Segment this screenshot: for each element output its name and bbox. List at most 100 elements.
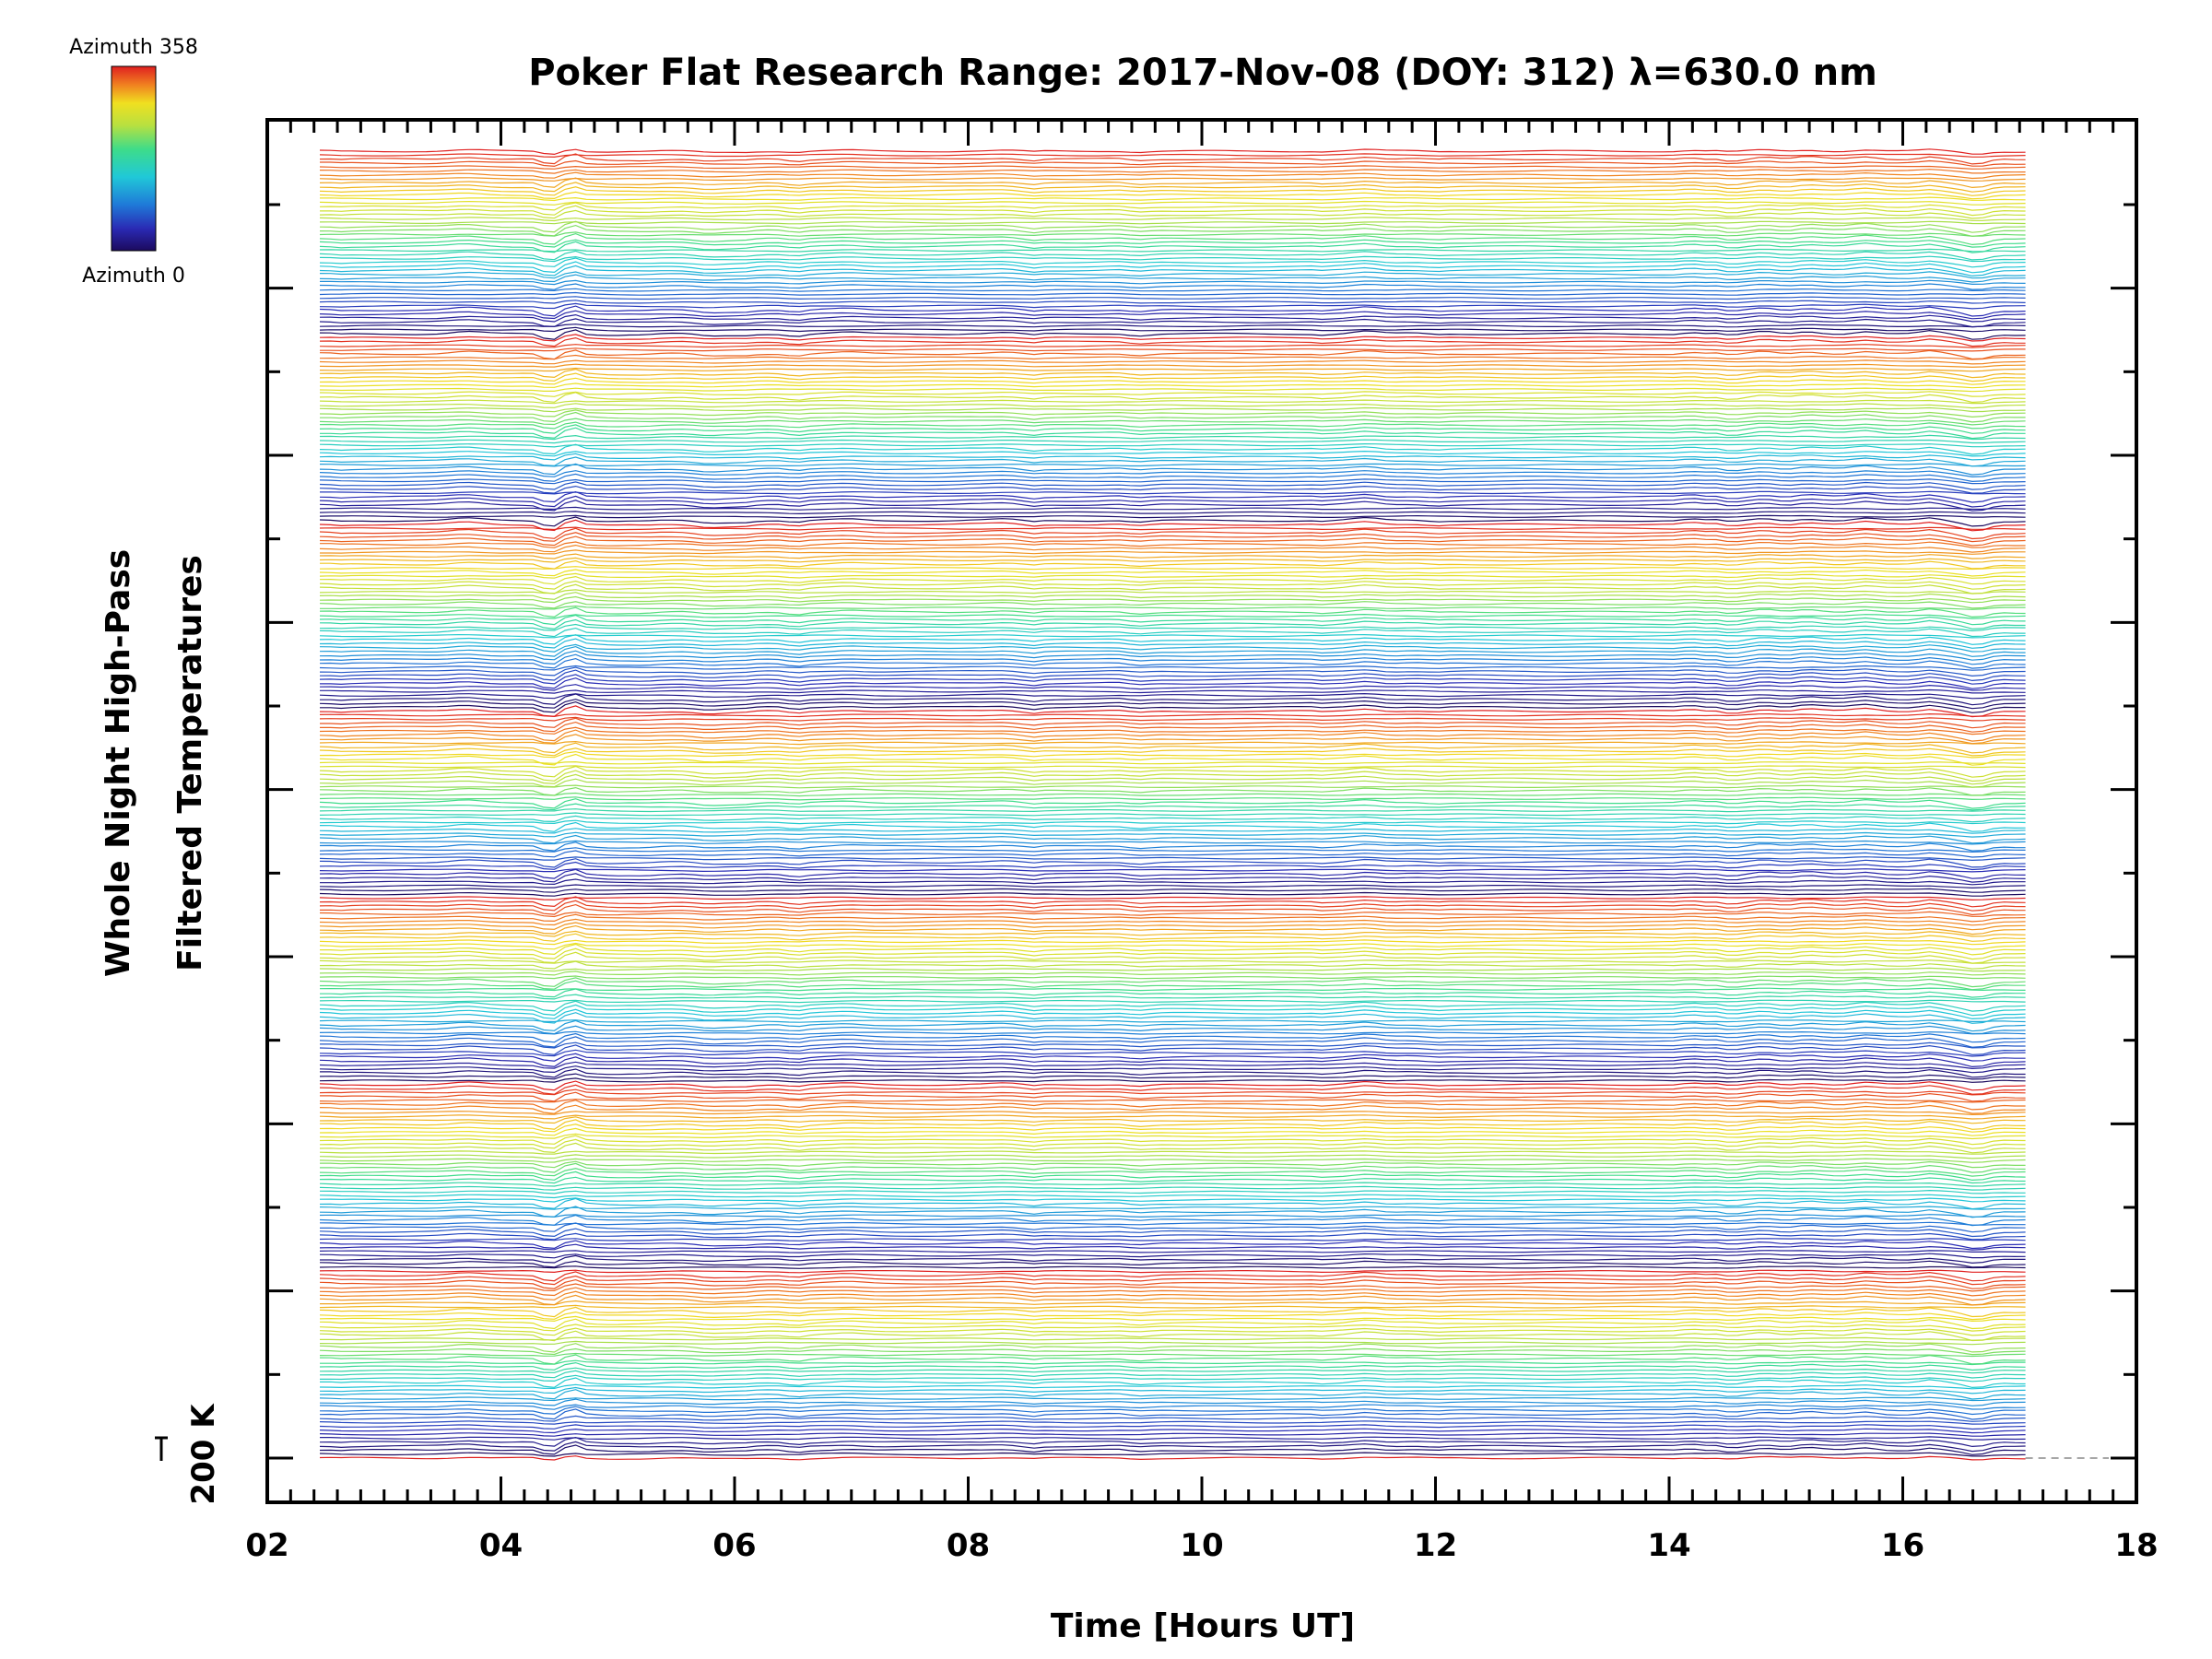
temperature-trace — [319, 896, 2026, 901]
temperature-trace — [319, 481, 2026, 490]
temperature-trace — [319, 1406, 2026, 1416]
temperature-trace — [319, 589, 2026, 594]
temperature-trace — [319, 760, 2026, 765]
temperature-trace — [319, 1099, 2026, 1103]
temperature-trace — [319, 778, 2026, 788]
temperature-trace — [319, 896, 2026, 908]
colorbar — [111, 65, 157, 252]
temperature-trace — [319, 291, 2026, 296]
temperature-trace — [319, 490, 2026, 495]
temperature-trace — [319, 933, 2026, 942]
temperature-trace — [319, 1441, 2026, 1453]
temperature-trace — [319, 1214, 2026, 1218]
temperature-trace — [319, 1315, 2026, 1323]
temperature-trace — [320, 427, 2026, 440]
temperature-trace — [319, 1197, 2026, 1210]
temperature-trace — [319, 1361, 2026, 1371]
colorbar-top-label: Azimuth 358 — [69, 36, 198, 59]
temperature-trace — [319, 808, 2026, 813]
temperature-trace — [319, 924, 2026, 935]
temperature-trace — [319, 1012, 2026, 1024]
temperature-trace — [319, 271, 2026, 279]
temperature-trace — [319, 770, 2026, 782]
temperature-trace — [319, 922, 2026, 931]
temperature-trace — [319, 666, 2026, 677]
temperature-trace — [319, 891, 2026, 897]
temperature-trace — [319, 812, 2026, 817]
temperature-trace — [319, 803, 2026, 811]
temperature-trace — [319, 1030, 2026, 1035]
temperature-trace — [320, 1053, 2026, 1062]
temperature-trace — [319, 918, 2026, 926]
temperature-trace — [319, 951, 2026, 964]
temperature-trace — [319, 1056, 2026, 1068]
temperature-trace — [319, 861, 2026, 871]
temperature-trace — [319, 975, 2026, 980]
temperature-trace — [319, 1088, 2026, 1096]
temperature-trace — [319, 177, 2026, 189]
temperature-trace — [319, 1049, 2026, 1057]
scale-arrow — [155, 1436, 168, 1461]
temperature-trace — [319, 302, 2026, 310]
temperature-trace — [319, 650, 2026, 661]
temperature-trace — [320, 605, 2026, 610]
temperature-trace — [319, 1389, 2026, 1400]
temperature-trace — [319, 453, 2026, 461]
temperature-trace — [319, 313, 2026, 323]
temperature-trace — [319, 583, 2026, 594]
temperature-trace — [319, 1041, 2026, 1049]
temperature-trace — [319, 239, 2026, 248]
temperature-trace — [319, 1032, 2026, 1043]
temperature-trace — [319, 987, 2026, 992]
temperature-trace — [319, 409, 2026, 418]
temperature-trace — [319, 1347, 2026, 1356]
temperature-trace — [319, 1158, 2026, 1163]
temperature-trace — [319, 765, 2026, 778]
temperature-trace — [319, 653, 2026, 665]
temperature-trace — [319, 336, 2026, 347]
temperature-trace — [319, 310, 2026, 320]
temperature-trace — [319, 372, 2026, 382]
temperature-trace — [319, 729, 2026, 742]
temperature-trace — [319, 618, 2026, 630]
temperature-trace — [319, 665, 2026, 671]
temperature-trace — [319, 1374, 2026, 1382]
temperature-trace — [319, 742, 2026, 754]
x-tick-labels: 02 04 06 08 10 12 14 16 18 — [245, 1527, 2158, 1564]
temperature-trace — [319, 888, 2026, 893]
temperature-trace — [319, 1135, 2026, 1146]
temperature-trace — [319, 1073, 2026, 1080]
temperature-trace — [319, 911, 2026, 918]
temperature-trace — [319, 442, 2026, 448]
x-tick-label: 10 — [1180, 1527, 1223, 1564]
temperature-trace — [319, 569, 2026, 577]
temperature-trace — [319, 1168, 2026, 1177]
temperature-trace — [319, 1253, 2026, 1259]
temperature-trace — [319, 1420, 2026, 1425]
temperature-trace — [319, 868, 2026, 873]
temperature-trace — [319, 627, 2026, 638]
x-tick-label: 06 — [712, 1527, 756, 1564]
temperature-trace — [319, 363, 2026, 369]
temperature-trace — [319, 490, 2026, 503]
temperature-trace — [320, 1100, 2026, 1111]
temperature-trace — [319, 1294, 2026, 1306]
temperature-trace — [319, 1214, 2026, 1227]
temperature-trace — [319, 354, 2026, 360]
temperature-trace — [319, 1061, 2026, 1070]
temperature-trace — [319, 942, 2026, 950]
temperature-trace — [319, 527, 2026, 540]
temperature-trace — [319, 606, 2026, 618]
plot-frame — [265, 118, 2138, 1504]
temperature-trace — [319, 1154, 2026, 1159]
temperature-trace — [319, 434, 2026, 441]
temperature-trace — [319, 532, 2026, 543]
temperature-trace — [319, 148, 2026, 156]
temperature-trace — [319, 557, 2026, 563]
temperature-trace — [320, 1436, 2026, 1441]
temperature-trace — [319, 399, 2026, 405]
temperature-trace — [319, 418, 2026, 426]
temperature-trace — [319, 1444, 2026, 1455]
temperature-trace — [319, 224, 2026, 237]
